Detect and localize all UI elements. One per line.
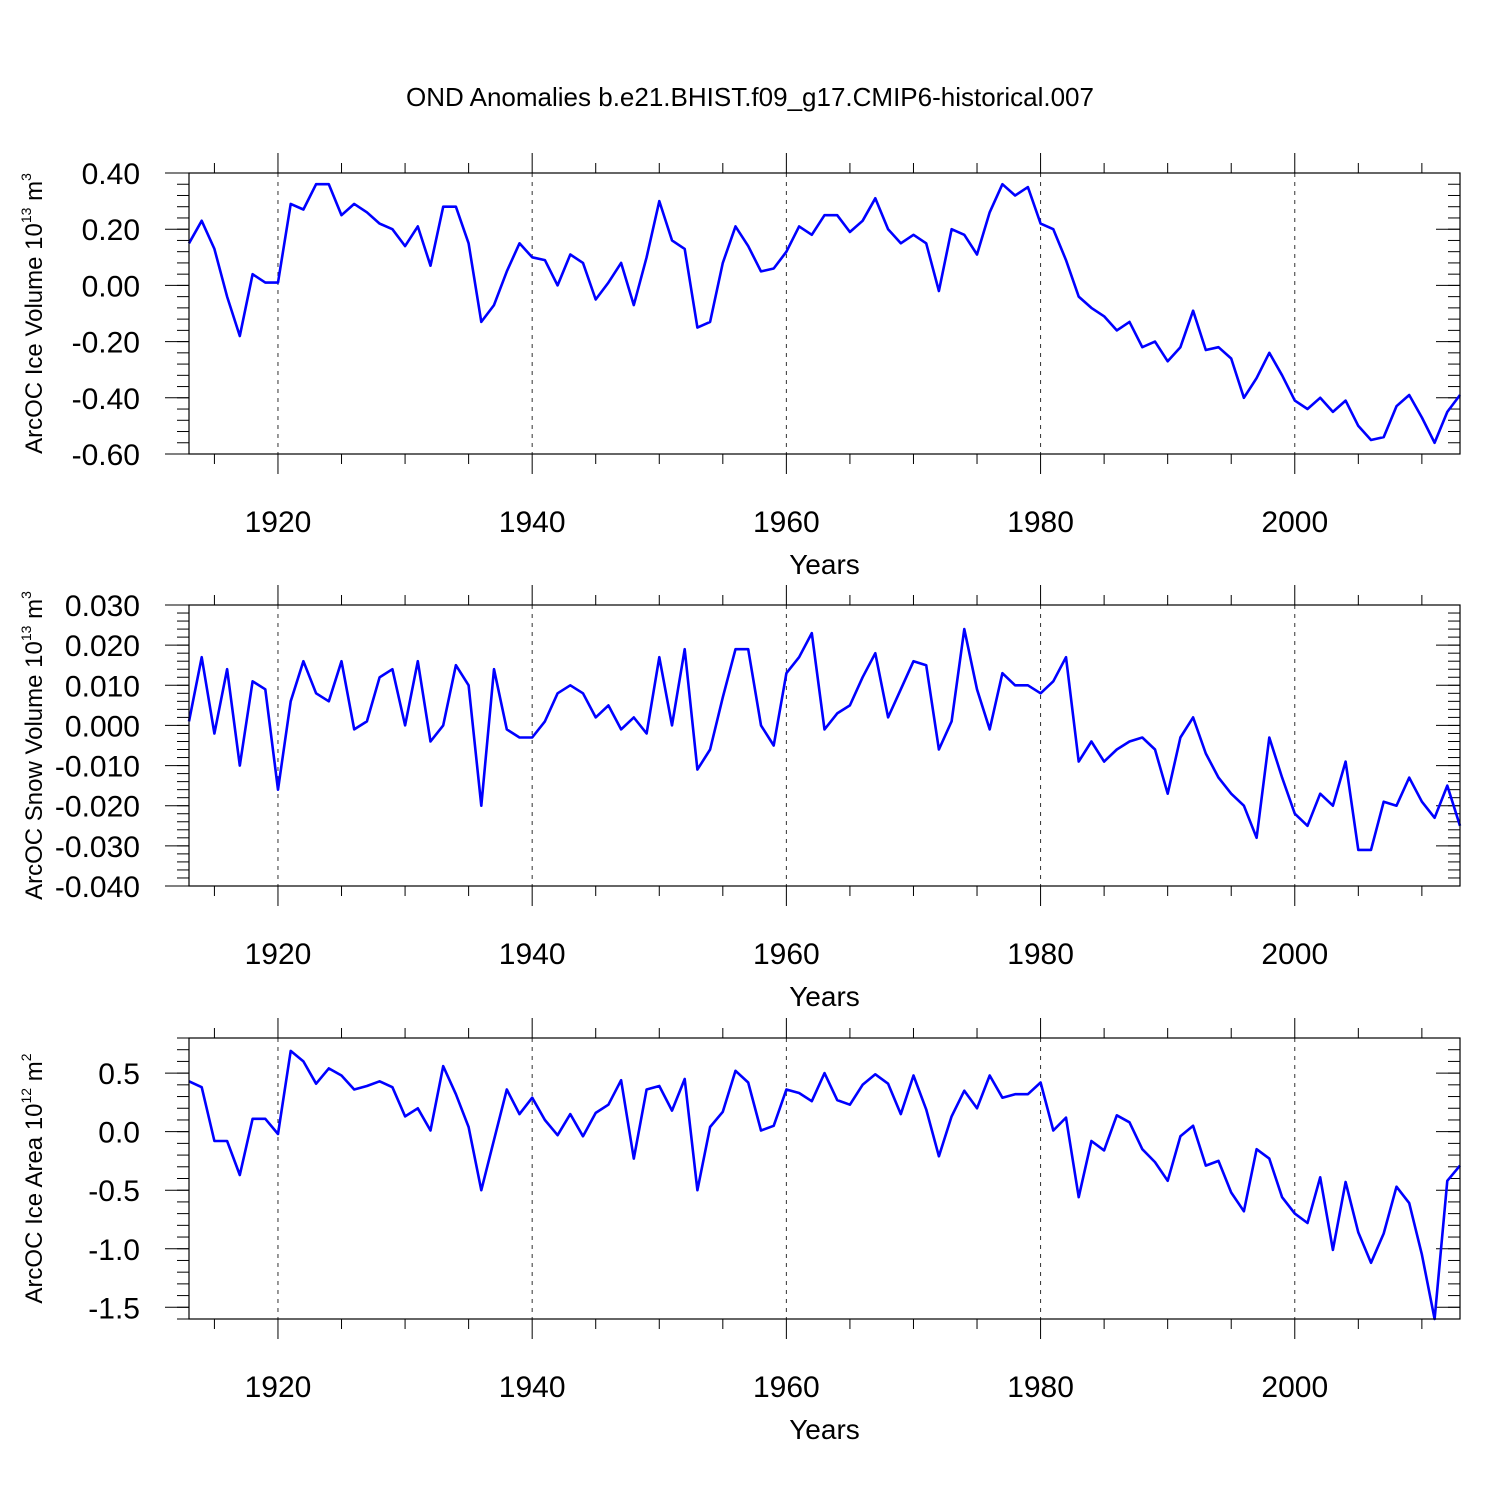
y-axis-label: ArcOC Ice Volume 1013 m3 [18, 173, 48, 454]
series-line [187, 627, 1462, 852]
plot-frame [188, 604, 1461, 887]
panel-1: 1920 1940 1960 1980 2000 -0.60 -0.40 -0.20 0.00 0… [18, 153, 1462, 580]
y-axis-label-exp: 13 [18, 207, 34, 223]
plot-frame [188, 172, 1461, 455]
y-axis-label-unit-exp: 3 [18, 173, 34, 181]
y-tick-label: -0.010 [55, 751, 140, 784]
y-axis-label: ArcOC Snow Volume 1013 m3 [18, 591, 48, 900]
x-tick-label: 1920 [245, 506, 312, 539]
y-tick-label: -0.60 [72, 439, 140, 472]
x-tick-label: 1980 [1007, 1371, 1074, 1404]
panel-3: 1920 1940 1960 1980 2000 -1.5 -1.0 -0.5 0.0 0.5 Ye… [18, 1018, 1461, 1445]
y-axis-label-unit-exp: 3 [18, 591, 34, 599]
x-tick-label: 1960 [753, 1371, 820, 1404]
y-tick-label: -0.20 [72, 327, 140, 360]
y-axis-label-text: ArcOC Snow Volume 10 [21, 641, 48, 900]
x-tick-label: 1940 [499, 506, 566, 539]
x-tick-label: 1940 [499, 938, 566, 971]
y-tick-label: -1.5 [88, 1292, 140, 1325]
x-tick-label: 1960 [753, 506, 820, 539]
y-tick-label: -0.40 [72, 383, 140, 416]
y-tick-label: 0.020 [65, 630, 140, 663]
x-axis-label: Years [789, 549, 860, 580]
y-tick-label: -0.040 [55, 871, 140, 904]
y-axis-label: ArcOC Ice Area 1012 m2 [18, 1053, 48, 1303]
x-tick-label: 1980 [1007, 938, 1074, 971]
y-tick-label: 0.00 [82, 270, 140, 303]
y-tick-label: -0.5 [88, 1175, 140, 1208]
x-tick-label: 2000 [1261, 506, 1328, 539]
x-tick-label: 1960 [753, 938, 820, 971]
series-line [187, 182, 1462, 445]
y-axis-label-unit-exp: 2 [18, 1053, 34, 1061]
x-tick-label: 2000 [1261, 938, 1328, 971]
series-line [188, 1049, 1461, 1321]
y-axis-label-exp: 12 [18, 1088, 34, 1104]
x-tick-label: 1920 [245, 938, 312, 971]
y-axis-label-exp: 13 [18, 625, 34, 641]
x-tick-label: 1980 [1007, 506, 1074, 539]
x-axis-label: Years [789, 981, 860, 1012]
x-tick-label: 1940 [499, 1371, 566, 1404]
y-tick-label: 0.010 [65, 670, 140, 703]
y-tick-label: 0.40 [82, 158, 140, 191]
y-axis-label-unit: m [21, 599, 48, 626]
y-tick-label: 0.20 [82, 214, 140, 247]
chart-title: OND Anomalies b.e21.BHIST.f09_g17.CMIP6-… [406, 82, 1094, 112]
y-tick-label: -0.030 [55, 831, 140, 864]
x-tick-label: 2000 [1261, 1371, 1328, 1404]
y-axis-label-unit: m [21, 1061, 48, 1088]
y-tick-label: 0.0 [98, 1117, 140, 1150]
y-tick-label: 0.5 [98, 1058, 140, 1091]
y-axis-label-text: ArcOC Ice Area 10 [21, 1103, 48, 1303]
y-axis-label-unit: m [21, 181, 48, 208]
plot-frame [188, 1037, 1461, 1320]
x-tick-label: 1920 [245, 1371, 312, 1404]
y-axis-label-text: ArcOC Ice Volume 10 [21, 223, 48, 454]
y-tick-label: -1.0 [88, 1234, 140, 1267]
panel-2: 1920 1940 1960 1980 2000 -0.040 -0.030 -0.020 -0… [18, 585, 1462, 1012]
panels: 1920 1940 1960 1980 2000-0.60-0.40-0.200.000… [18, 153, 1462, 1445]
y-tick-label: 0.030 [65, 590, 140, 623]
x-axis-label: Years [789, 1414, 860, 1445]
y-tick-label: 0.000 [65, 710, 140, 743]
y-tick-label: -0.020 [55, 791, 140, 824]
